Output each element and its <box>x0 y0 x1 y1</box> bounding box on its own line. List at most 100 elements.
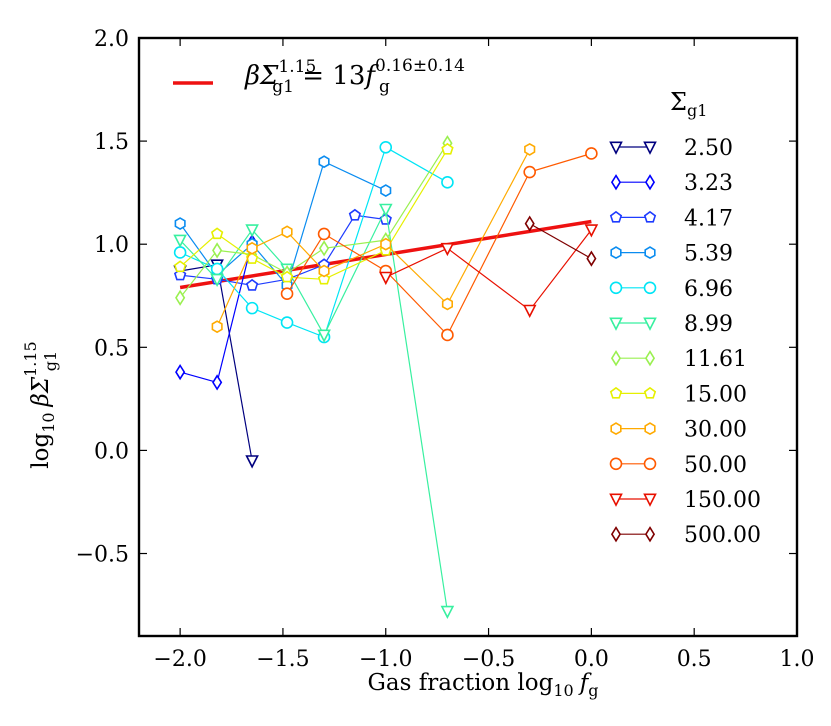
series-500.00 <box>524 215 597 267</box>
legend-marker-right <box>643 493 657 507</box>
legend-entry: 5.39 <box>610 242 733 267</box>
data-point <box>246 241 258 255</box>
legend-label: 4.17 <box>684 206 733 231</box>
legend-marker-left <box>609 457 623 471</box>
plot-frame <box>137 36 799 638</box>
legend-marker-right <box>643 141 657 155</box>
data-point <box>245 252 259 264</box>
tick-labels: −2.0 −1.5 −1.0 −0.5 0.0 0.5 1.0 −0.5 0.0 0.5 1.0 1.… <box>76 27 815 672</box>
legend-marker-right <box>643 210 657 223</box>
legend-marker-left <box>610 246 622 260</box>
data-point <box>440 605 455 620</box>
series-line <box>286 152 592 336</box>
x-tick-label: −1.5 <box>256 647 309 672</box>
legend-label: 30.00 <box>684 418 747 443</box>
series-6.96 <box>173 140 454 344</box>
legend-marker-left <box>610 526 622 543</box>
legend-label: 6.96 <box>684 277 733 302</box>
legend-marker-left <box>609 210 623 223</box>
y-tick-label: 0.5 <box>94 336 129 361</box>
y-tick-label: 1.0 <box>94 233 129 258</box>
data-point <box>245 301 259 315</box>
x-tick-label: −2.0 <box>153 647 206 672</box>
data-point <box>317 227 331 241</box>
data-point <box>281 225 293 239</box>
legend-marker-right <box>643 386 657 399</box>
legend-marker-right <box>643 317 657 331</box>
legend-marker-left <box>610 174 622 191</box>
data-point <box>175 289 186 306</box>
legend-entry: 4.17 <box>609 206 733 231</box>
legend-label: 2.50 <box>684 136 733 161</box>
data-point <box>280 316 294 329</box>
legend-marker-right <box>644 422 656 436</box>
y-tick-label: −0.5 <box>76 543 129 568</box>
data-point <box>378 203 393 217</box>
legend-entry: 2.50 <box>609 136 733 161</box>
x-tick-label: 0.5 <box>677 647 712 672</box>
data-point <box>211 320 223 334</box>
data-point <box>245 278 259 291</box>
data-point <box>173 234 187 248</box>
data-point <box>585 147 598 160</box>
legend-marker-left <box>609 281 623 295</box>
data-point <box>524 215 535 232</box>
data-point <box>380 184 392 198</box>
data-point <box>318 240 330 257</box>
data-point <box>173 246 187 259</box>
legend-marker-right <box>643 457 657 471</box>
series-line <box>216 149 531 327</box>
legend-entry: 8.99 <box>609 312 733 337</box>
x-tick-label: −1.0 <box>359 647 412 672</box>
series-50.00 <box>280 147 598 342</box>
data-point <box>441 297 454 311</box>
legend-marker-right <box>644 246 656 260</box>
data-point <box>280 270 294 283</box>
data-point <box>245 455 259 469</box>
data-point <box>441 142 454 155</box>
legend-entry: 15.00 <box>609 382 747 407</box>
legend-label: 5.39 <box>684 242 733 267</box>
series-30.00 <box>211 142 536 334</box>
data-point <box>317 272 331 285</box>
data-point <box>524 142 536 156</box>
legend-label: 500.00 <box>684 523 761 548</box>
data-point <box>212 374 223 391</box>
legend-entry: 3.23 <box>610 171 733 196</box>
legend-entry: 50.00 <box>609 453 747 478</box>
data-point <box>522 304 537 318</box>
y-tick-label: 0.0 <box>94 439 129 464</box>
legend-label: 150.00 <box>684 488 761 513</box>
legend-marker-left <box>609 141 623 155</box>
x-axis-label: Gas fraction log10 fg <box>368 670 599 700</box>
data-point <box>348 208 362 221</box>
legend-entry: 6.96 <box>609 277 733 302</box>
legend-entry: 11.61 <box>610 347 747 372</box>
data-point <box>584 224 599 238</box>
data-point <box>212 242 223 259</box>
data-point <box>210 273 224 288</box>
fit-legend-label: βΣ1.15 g1 = 13f0.16±0.14 g <box>244 56 465 97</box>
data-point <box>378 271 393 286</box>
legend-label: 3.23 <box>684 171 733 196</box>
series-line <box>529 223 592 260</box>
legend-marker-right <box>644 526 656 543</box>
x-tick-label: 0.0 <box>574 647 609 672</box>
data-point <box>174 217 186 231</box>
legend-marker-left <box>609 317 623 331</box>
series-line <box>179 146 448 338</box>
data-point <box>173 260 187 273</box>
data-point <box>280 287 294 300</box>
legend-marker-right <box>644 174 656 191</box>
data-point <box>586 250 597 267</box>
legend-marker-left <box>609 386 623 399</box>
y-axis-label: log10βΣ1.15g1 <box>21 341 60 468</box>
series-line <box>180 264 253 461</box>
legend-marker-right <box>644 350 656 367</box>
legend-marker-left <box>610 422 622 436</box>
legend-entry: 30.00 <box>610 418 747 443</box>
legend-marker-left <box>609 493 623 507</box>
series-legend: 2.50 3.23 4.17 5.39 6.96 8.99 11.61 15.00 30.00 5… <box>609 136 761 548</box>
y-tick-label: 2.0 <box>94 27 129 52</box>
